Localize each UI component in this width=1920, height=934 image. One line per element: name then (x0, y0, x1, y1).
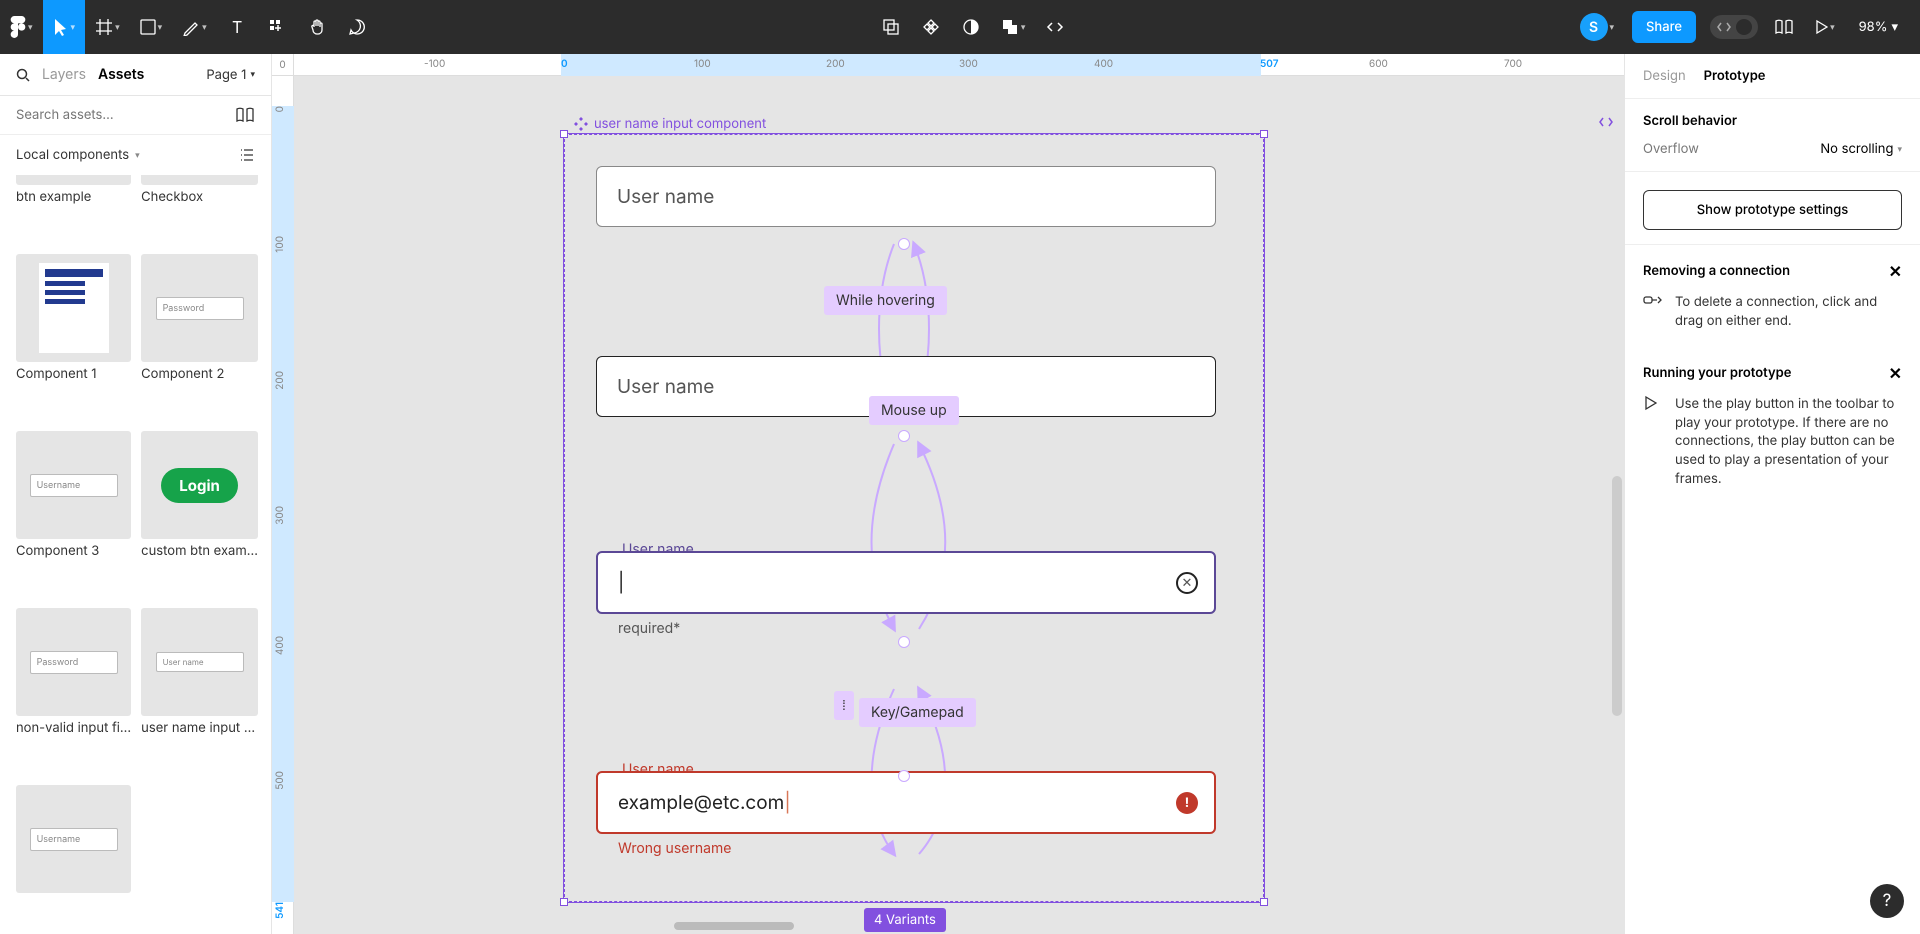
interaction-badge-extra[interactable]: ⁞ (834, 691, 854, 720)
dev-mode-toggle[interactable] (1710, 15, 1758, 39)
variants-badge: 4 Variants (864, 908, 946, 932)
shape-tool[interactable]: ▾ (130, 0, 173, 54)
canvas-wrap: 0 -1000100200300400507600700 01002003004… (272, 54, 1624, 934)
asset-card[interactable]: PasswordComponent 2 (141, 254, 258, 419)
help-fab[interactable]: ? (1870, 884, 1904, 918)
asset-card[interactable]: Logincustom btn exam... (141, 431, 258, 596)
right-panel-tabs: Design Prototype (1625, 54, 1920, 99)
asset-card[interactable]: User nameuser name input ... (141, 608, 258, 773)
svg-text:T: T (232, 19, 242, 35)
share-button[interactable]: Share (1632, 11, 1696, 43)
assets-grid: btn example Checkbox Component 1 Passwor… (0, 175, 271, 934)
flow-node[interactable] (898, 636, 910, 648)
present-button[interactable]: ▾ (1804, 0, 1845, 54)
flow-node[interactable] (898, 430, 910, 442)
close-icon[interactable]: ✕ (1889, 261, 1902, 281)
section-local-components[interactable]: Local components▾ (0, 135, 271, 175)
union-tool[interactable]: ▾ (991, 0, 1036, 54)
connection-icon (1643, 293, 1663, 331)
error-icon: ! (1176, 792, 1198, 814)
asset-search-row (0, 96, 271, 135)
right-panel: Design Prototype Scroll behavior Overflo… (1624, 54, 1920, 934)
list-view-icon[interactable] (239, 148, 255, 162)
resize-handle[interactable] (1260, 898, 1268, 906)
page-selector[interactable]: Page 1▾ (206, 67, 255, 83)
prototype-settings-section: Show prototype settings (1625, 172, 1920, 245)
variant-error[interactable]: User name example@etc.com| ! Wrong usern… (596, 771, 1216, 857)
resize-handle[interactable] (560, 898, 568, 906)
section-title: Scroll behavior (1643, 113, 1902, 129)
asset-search-input[interactable] (16, 107, 227, 123)
ruler-corner: 0 (272, 54, 294, 76)
resize-handle[interactable] (560, 130, 568, 138)
component-dev-tag[interactable] (1598, 116, 1614, 128)
text-tool[interactable]: T (217, 0, 257, 54)
component-tool[interactable] (911, 0, 951, 54)
hand-tool[interactable] (297, 0, 337, 54)
component-label: user name input component (574, 116, 766, 132)
tab-design[interactable]: Design (1643, 68, 1686, 84)
dev-mode-tool[interactable] (1035, 0, 1075, 54)
left-panel: Layers Assets Page 1▾ Local components▾ … (0, 54, 272, 934)
library-icon[interactable] (235, 106, 255, 124)
show-prototype-settings-button[interactable]: Show prototype settings (1643, 190, 1902, 230)
asset-card[interactable]: Checkbox (141, 175, 258, 242)
library-icon[interactable] (1764, 0, 1804, 54)
resources-tool[interactable] (257, 0, 297, 54)
user-avatar[interactable]: S▾ (1570, 0, 1625, 54)
variant-focus[interactable]: User name | ✕ required* (596, 551, 1216, 637)
flow-node[interactable] (898, 238, 910, 250)
avatar: S (1580, 13, 1608, 41)
flow-node[interactable] (898, 770, 910, 782)
asset-card[interactable]: btn example (16, 175, 131, 242)
toolbar: ▾ ▾ ▾ ▾ ▾ T (0, 0, 1920, 54)
ruler-top: -1000100200300400507600700 (294, 54, 1624, 76)
boolean-tool[interactable] (871, 0, 911, 54)
asset-card[interactable]: UsernameComponent 3 (16, 431, 131, 596)
interaction-badge-hover[interactable]: While hovering (824, 286, 947, 315)
clear-icon: ✕ (1176, 572, 1198, 594)
zoom-level[interactable]: 98%▾ (1845, 19, 1912, 35)
frame-tool[interactable]: ▾ (85, 0, 130, 54)
asset-card[interactable]: Username (16, 785, 131, 934)
tab-layers[interactable]: Layers (42, 66, 86, 83)
figma-menu[interactable]: ▾ (0, 0, 43, 54)
canvas[interactable]: user name input component User name User… (294, 76, 1624, 934)
move-tool[interactable]: ▾ (43, 0, 86, 54)
asset-card[interactable]: Component 1 (16, 254, 131, 419)
help-run-prototype: Running your prototype ✕ Use the play bu… (1625, 347, 1920, 505)
asset-card[interactable]: Passwordnon-valid input fi... (16, 608, 131, 773)
close-icon[interactable]: ✕ (1889, 363, 1902, 383)
interaction-badge-mouseup[interactable]: Mouse up (869, 396, 959, 425)
play-icon (1643, 395, 1663, 489)
comment-tool[interactable] (337, 0, 377, 54)
main-layout: Layers Assets Page 1▾ Local components▾ … (0, 54, 1920, 934)
help-remove-connection: Removing a connection ✕ To delete a conn… (1625, 245, 1920, 347)
mask-tool[interactable] (951, 0, 991, 54)
tab-assets[interactable]: Assets (98, 66, 144, 83)
vertical-scrollbar[interactable] (1612, 476, 1622, 716)
overflow-row[interactable]: Overflow No scrolling▾ (1643, 141, 1902, 157)
ruler-left: 0100200300400500541 (272, 76, 294, 934)
horizontal-scrollbar[interactable] (674, 922, 794, 930)
pen-tool[interactable]: ▾ (172, 0, 217, 54)
scroll-behavior-section: Scroll behavior Overflow No scrolling▾ (1625, 99, 1920, 172)
variant-default[interactable]: User name (596, 166, 1216, 227)
search-icon (16, 68, 30, 82)
interaction-badge-keypad[interactable]: Key/Gamepad (859, 698, 976, 727)
tab-prototype[interactable]: Prototype (1704, 68, 1766, 84)
left-panel-header: Layers Assets Page 1▾ (0, 54, 271, 96)
resize-handle[interactable] (1260, 130, 1268, 138)
